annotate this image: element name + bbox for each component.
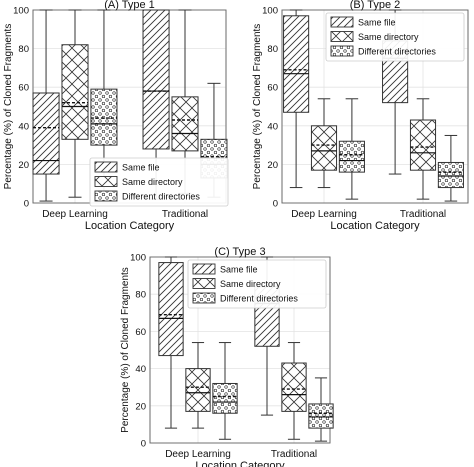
box-body [158,262,184,357]
legend-label: Same file [358,18,396,28]
y-axis-label: Percentage (%) of Cloned Fragments [252,24,263,190]
legend: Same file Same directory Different directo… [325,12,465,62]
chart-title: (B) Type 2 [350,0,401,11]
y-tick-label: 20 [18,160,29,171]
plot-frame [281,9,469,204]
chart-title: (A) Type 1 [104,0,155,11]
box-body [32,92,60,175]
box-body [212,382,238,414]
y-tick-label: 60 [267,83,278,94]
legend-swatch-hatch [330,16,354,28]
legend-label: Same directory [122,177,183,187]
box-body [338,140,365,173]
box-cross-2 [281,342,307,440]
plot-frame [149,256,331,444]
legend-swatch-cross [330,31,354,42]
box-body [308,403,334,429]
x-tick-label: Traditional [400,209,446,220]
y-tick-label: 100 [130,253,146,264]
box-body [90,88,118,146]
chart-panel-a: 0 20 40 60 80 100 (A) Type 1 Deep Learning Tradi… [3,0,229,232]
y-tick-label: 40 [18,121,29,132]
legend-box [187,259,327,309]
box-hatch-1 [32,9,60,202]
chart-panel-c: 0 20 40 60 80 100 (C) Type 3 Deep Learning Tradi… [120,246,334,467]
y-tick-label: 20 [135,401,146,412]
legend-swatch-dots [94,190,118,202]
legend-label: Same file [122,163,160,173]
box-dots-1 [212,342,238,440]
box-hatch-1 [158,256,184,429]
box-dots-2 [308,377,334,442]
x-tick-label: Traditional [162,209,208,220]
y-axis-label: Percentage (%) of Cloned Fragments [120,267,131,433]
box-body [281,362,307,412]
x-axis-label: Location Category [330,220,420,232]
y-tick-label: 40 [267,121,278,132]
legend-box [89,157,229,207]
legend-label: Different directories [220,294,298,304]
legend-label: Different directories [122,192,200,202]
box-dots-2 [437,134,464,202]
chart-title: (C) Type 3 [214,246,265,258]
y-tick-label: 0 [24,199,29,210]
legend-swatch-hatch [94,161,118,173]
y-tick-label: 40 [135,364,146,375]
box-body [61,44,89,140]
box-body [283,15,310,113]
y-tick-label: 100 [262,6,278,17]
box-cross-1 [61,9,89,198]
y-tick-label: 0 [273,199,278,210]
box-cross-2 [409,98,437,200]
box-body [310,125,338,171]
box-cross-1 [310,98,338,189]
box-dots-1 [90,9,118,200]
y-tick-label: 80 [135,290,146,301]
chart-panel-b: 0 20 40 60 80 100 (B) Type 2 Deep Learning Tradi… [252,0,469,232]
x-tick-label: Deep Learning [291,209,357,220]
x-tick-label: Deep Learning [165,449,231,460]
box-body [437,161,464,189]
y-tick-label: 80 [18,44,29,55]
box-cross-1 [185,342,211,429]
x-axis-label: Location Category [195,460,285,467]
legend: Same file Same directory Different directo… [187,259,327,309]
box-dots-1 [338,98,365,200]
legend-label: Same directory [358,32,419,42]
legend-swatch-cross [94,176,118,187]
legend-swatch-hatch [192,263,216,275]
box-hatch-1 [283,9,310,189]
x-tick-label: Traditional [271,449,317,460]
y-tick-label: 60 [135,327,146,338]
box-body [142,9,170,150]
box-body [409,119,437,171]
y-axis-label: Percentage (%) of Cloned Fragments [3,24,14,190]
legend-label: Different directories [358,47,436,57]
y-tick-label: 20 [267,160,278,171]
y-tick-label: 100 [13,6,29,17]
box-body [171,96,199,152]
box-cross-2 [171,9,199,194]
legend-swatch-dots [330,45,354,57]
box-body [185,368,211,412]
panels: 0 20 40 60 80 100 (A) Type 1 Deep Learning Tradi… [3,0,469,467]
legend-label: Same directory [220,279,281,289]
y-tick-label: 60 [18,83,29,94]
y-tick-label: 80 [267,44,278,55]
box-hatch-2 [142,9,170,200]
legend: Same file Same directory Different directo… [89,157,229,207]
legend-swatch-cross [192,278,216,289]
y-tick-label: 0 [141,439,146,450]
legend-swatch-dots [192,292,216,304]
legend-label: Same file [220,265,258,275]
legend-box [325,12,465,62]
x-axis-label: Location Category [85,220,175,232]
x-tick-label: Deep Learning [42,209,108,220]
